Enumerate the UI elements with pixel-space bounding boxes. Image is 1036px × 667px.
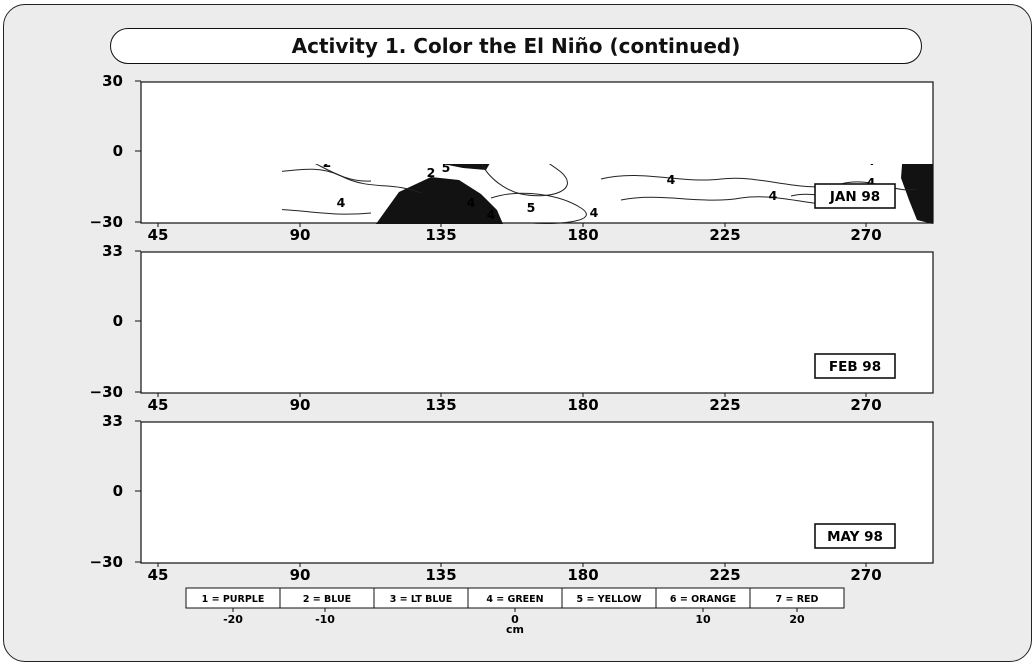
contour-value: 5 xyxy=(527,200,536,215)
land-mass xyxy=(443,164,490,170)
month-label-box xyxy=(814,523,896,549)
y-tick-label: 30 xyxy=(102,72,123,90)
y-tick-label: 0 xyxy=(113,312,123,330)
x-tick-label: 135 xyxy=(425,396,456,414)
contour-value: 4 xyxy=(867,175,876,190)
page-title: Activity 1. Color the El Niño (continued… xyxy=(291,34,741,58)
x-tick-label: 45 xyxy=(148,566,169,584)
legend-label: 1 = PURPLE xyxy=(202,594,265,605)
y-tick-label: −30 xyxy=(90,553,123,571)
scale-tick-label: -20 xyxy=(223,613,243,626)
y-tick-label: −30 xyxy=(90,383,123,401)
map-frame xyxy=(140,81,934,224)
contour-value: 2 xyxy=(427,165,436,180)
month-label: JAN 98 xyxy=(829,189,880,205)
land-mass xyxy=(901,164,933,224)
contour-value: 6 xyxy=(744,150,753,165)
legend-label: 2 = BLUE xyxy=(303,594,351,605)
month-label-box xyxy=(814,183,896,209)
legend-label: 5 = YELLOW xyxy=(577,594,642,605)
x-tick-label: 90 xyxy=(290,566,311,584)
contour-line xyxy=(481,164,568,197)
x-tick-label: 135 xyxy=(425,226,456,244)
map-panel: 4554353267534543452333243122314344345567… xyxy=(90,242,934,414)
x-tick-label: 270 xyxy=(850,566,881,584)
legend-label: 7 = RED xyxy=(776,594,819,605)
x-tick-label: 90 xyxy=(290,396,311,414)
x-tick-label: 45 xyxy=(148,396,169,414)
contour-value: 4 xyxy=(590,205,599,220)
contour-value: 4 xyxy=(487,207,496,222)
map-frame xyxy=(140,421,934,564)
scale-tick-label: 0 xyxy=(511,613,519,626)
x-tick-label: 135 xyxy=(425,566,456,584)
x-tick-label: 270 xyxy=(850,396,881,414)
contour-line xyxy=(315,164,372,182)
scale-unit-label: cm xyxy=(506,623,524,636)
color-legend: 1 = PURPLE 2 = BLUE 3 = LT BLUE 4 = GREEN 5 … xyxy=(185,587,845,636)
scale-tick-label: 10 xyxy=(695,613,711,626)
map-frame xyxy=(140,251,934,394)
title-banner: Activity 1. Color the El Niño (continued… xyxy=(110,28,922,64)
y-tick-label: 33 xyxy=(102,412,123,430)
x-tick-label: 180 xyxy=(567,566,598,584)
x-tick-label: 225 xyxy=(709,396,740,414)
contour-value: 7 xyxy=(869,153,878,168)
scale-tick-label: -10 xyxy=(315,613,335,626)
contour-value: 2 xyxy=(323,155,332,170)
month-label: FEB 98 xyxy=(829,359,881,375)
y-tick-label: −30 xyxy=(90,213,123,231)
month-label-box xyxy=(814,353,896,379)
contour-line xyxy=(490,192,587,224)
contour-value: 5 xyxy=(442,160,451,175)
y-tick-label: 33 xyxy=(102,242,123,260)
x-tick-label: 180 xyxy=(567,396,598,414)
map-area: 3354675433232434233412542135232345433467… xyxy=(282,150,933,224)
x-tick-label: 45 xyxy=(148,226,169,244)
x-tick-label: 270 xyxy=(850,226,881,244)
x-tick-label: 180 xyxy=(567,226,598,244)
y-tick-label: 0 xyxy=(113,142,123,160)
contour-value: 4 xyxy=(769,188,778,203)
contour-line xyxy=(282,209,372,215)
x-tick-label: 225 xyxy=(709,566,740,584)
x-tick-label: 225 xyxy=(709,226,740,244)
contour-value: 4 xyxy=(337,195,346,210)
contour-value: 4 xyxy=(667,172,676,187)
contour-value: 4 xyxy=(467,195,476,210)
contour-line xyxy=(282,168,422,194)
legend-label: 6 = ORANGE xyxy=(670,594,736,605)
map-panel: 3354675433232434233412542135232345433467… xyxy=(90,72,934,244)
x-tick-label: 90 xyxy=(290,226,311,244)
legend-label: 4 = GREEN xyxy=(486,594,543,605)
legend-label: 3 = LT BLUE xyxy=(390,594,453,605)
y-tick-label: 0 xyxy=(113,482,123,500)
map-panel: 3454556453444344232554544352461632245253… xyxy=(90,412,934,584)
month-label: MAY 98 xyxy=(827,529,883,545)
scale-tick-label: 20 xyxy=(789,613,805,626)
